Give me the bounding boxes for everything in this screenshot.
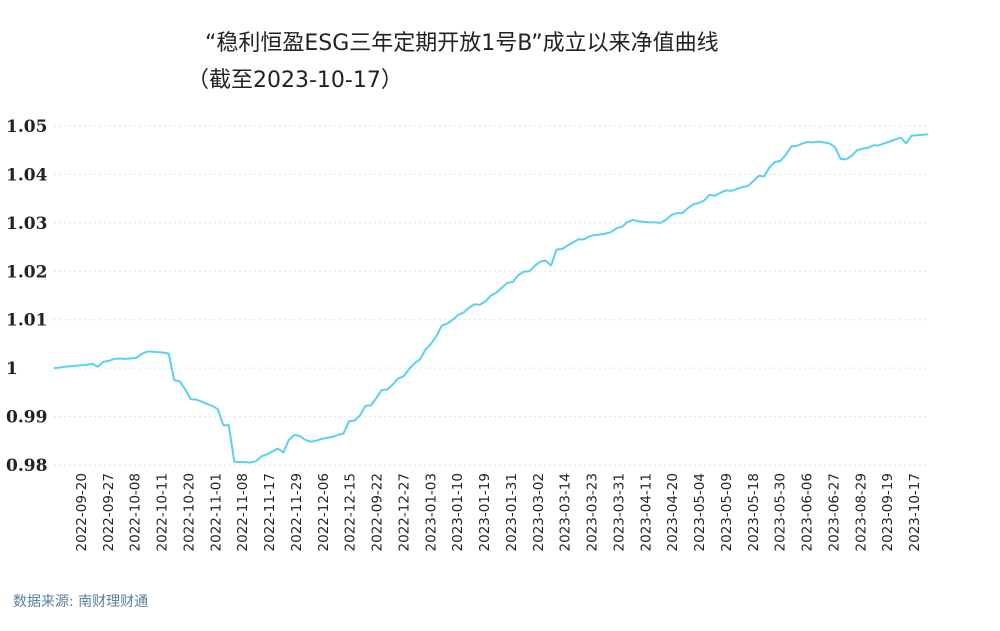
x-tick-label: 2023-01-03 — [423, 473, 439, 551]
x-tick-label: 2023-03-14 — [558, 473, 574, 551]
y-tick-label: 1.02 — [6, 262, 47, 282]
x-tick-label: 2023-04-20 — [665, 473, 681, 551]
x-tick-label: 2023-03-31 — [611, 473, 627, 551]
x-tick-label: 2022-11-17 — [262, 473, 278, 551]
x-tick-label: 2023-01-19 — [477, 473, 493, 551]
nav-series-line — [53, 133, 929, 464]
y-axis-ticks: 0.98 0.99 1 1.01 1.02 1.03 1.04 1.05 — [6, 117, 48, 476]
x-tick-label: 2022-09-22 — [370, 473, 386, 551]
x-tick-label: 2023-03-23 — [585, 473, 601, 551]
x-tick-label: 2022-11-08 — [235, 473, 251, 551]
x-tick-label: 2023-01-31 — [504, 473, 520, 551]
gridlines — [54, 125, 928, 466]
y-tick-label: 1 — [6, 359, 18, 379]
x-axis-ticks: 2022-09-20 2022-09-27 2022-10-08 2022-10-11… — [74, 473, 923, 551]
x-tick-label: 2022-11-01 — [208, 473, 224, 551]
x-tick-label: 2023-06-27 — [826, 473, 842, 551]
x-tick-label: 2023-03-02 — [531, 473, 547, 551]
y-tick-label: 1.01 — [6, 311, 47, 331]
x-tick-label: 2022-12-15 — [343, 473, 359, 551]
x-tick-label: 2023-04-11 — [638, 473, 654, 551]
x-tick-label: 2022-09-20 — [74, 473, 90, 551]
x-tick-label: 2022-09-27 — [101, 473, 117, 551]
y-tick-label: 1.04 — [6, 165, 48, 185]
x-tick-label: 2023-01-10 — [450, 473, 466, 551]
x-tick-label: 2022-10-08 — [128, 473, 144, 551]
x-tick-label: 2023-06-06 — [800, 473, 816, 551]
chart-title-line2: （截至2023-10-17） — [187, 68, 403, 93]
y-tick-label: 0.98 — [6, 456, 47, 476]
x-tick-label: 2023-05-18 — [746, 473, 762, 551]
x-tick-label: 2022-12-27 — [396, 473, 412, 551]
y-tick-label: 1.05 — [6, 117, 47, 137]
x-tick-label: 2023-10-17 — [907, 473, 923, 551]
chart-title-line1: “稳利恒盈ESG三年定期开放1号B”成立以来净值曲线 — [205, 31, 719, 56]
data-source: 数据来源: 南财理财通 — [13, 594, 148, 610]
x-tick-label: 2023-09-19 — [880, 473, 896, 551]
x-tick-label: 2022-12-06 — [316, 473, 332, 551]
x-tick-label: 2023-05-09 — [719, 473, 735, 551]
x-tick-label: 2022-10-20 — [181, 473, 197, 551]
x-tick-label: 2022-11-29 — [289, 473, 305, 551]
y-tick-label: 1.03 — [6, 214, 47, 234]
y-tick-label: 0.99 — [6, 408, 47, 428]
x-tick-label: 2023-08-29 — [853, 473, 869, 551]
x-tick-label: 2023-05-04 — [692, 473, 708, 551]
x-tick-label: 2023-05-30 — [773, 473, 789, 551]
x-tick-label: 2022-10-11 — [155, 473, 171, 551]
